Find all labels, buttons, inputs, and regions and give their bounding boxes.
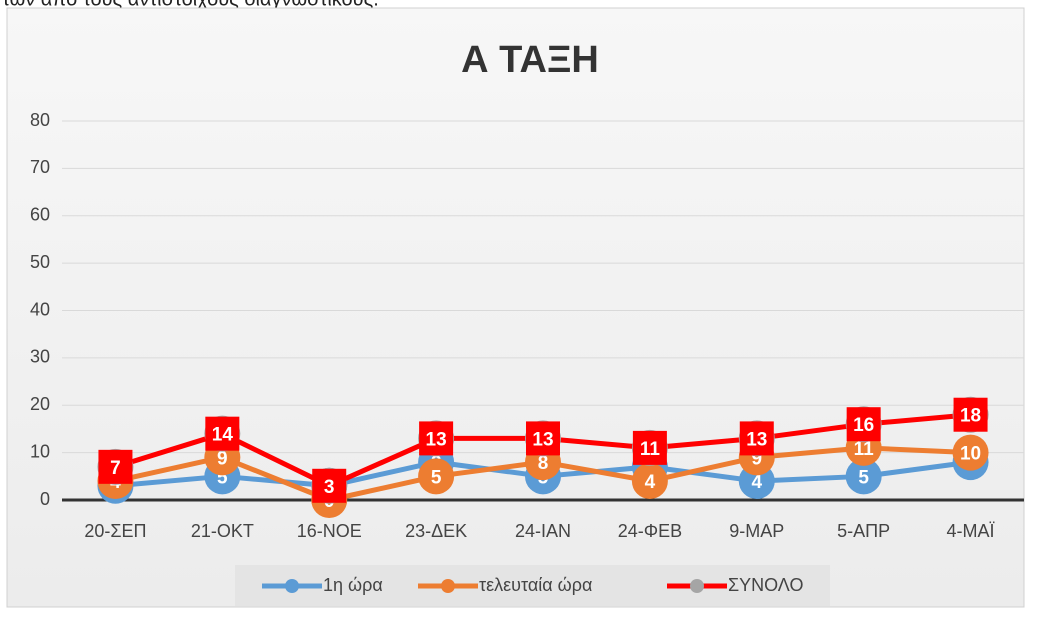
x-tick-label: 16-ΝΟΕ — [297, 521, 362, 541]
label-box — [312, 468, 347, 503]
chart-frame — [6, 7, 1025, 608]
marker — [418, 458, 455, 495]
data-label: 13 — [426, 429, 447, 450]
data-label: 5 — [431, 467, 442, 488]
label-box — [98, 449, 133, 484]
y-tick-label: 50 — [30, 252, 50, 272]
data-label: 13 — [746, 429, 767, 450]
data-label: 14 — [212, 425, 234, 446]
data-label: 8 — [538, 453, 549, 474]
legend-box — [235, 565, 830, 606]
chart-title: Α ΤΑΞΗ — [461, 39, 599, 81]
y-tick-label: 10 — [30, 441, 50, 461]
data-label: 18 — [960, 406, 981, 427]
data-label: 5 — [217, 467, 228, 488]
x-tick-label: 5-ΑΠΡ — [837, 521, 890, 541]
legend-label: 1η ώρα — [323, 575, 383, 595]
data-label: 9 — [751, 448, 762, 469]
y-tick-label: 40 — [30, 299, 50, 319]
x-tick-label: 24-ΦΕΒ — [618, 521, 682, 541]
y-tick-label: 0 — [40, 489, 50, 509]
label-box — [739, 421, 774, 456]
data-label: 11 — [640, 439, 661, 460]
marker — [845, 458, 882, 495]
data-label: 3 — [324, 477, 335, 498]
x-tick-label: 4-ΜΑΪ — [947, 521, 995, 541]
legend-label: ΣΥΝΟΛΟ — [728, 575, 803, 595]
y-tick-label: 20 — [30, 394, 50, 414]
label-box — [205, 416, 240, 451]
data-label: 16 — [853, 415, 874, 436]
data-label: 13 — [532, 429, 553, 450]
y-tick-label: 60 — [30, 205, 50, 225]
y-tick-label: 80 — [30, 110, 50, 130]
marker — [631, 463, 668, 500]
x-tick-label: 24-ΙΑΝ — [515, 521, 571, 541]
legend-label: τελευταία ώρα — [479, 575, 592, 595]
legend-marker — [441, 579, 455, 593]
x-tick-label: 21-ΟΚΤ — [191, 521, 254, 541]
label-box — [846, 407, 881, 442]
data-label: 4 — [645, 472, 656, 493]
label-box — [953, 397, 988, 432]
x-tick-label: 23-ΔΕΚ — [405, 521, 467, 541]
data-label: 5 — [858, 467, 869, 488]
label-box — [632, 430, 667, 465]
y-tick-label: 70 — [30, 157, 50, 177]
legend-marker — [285, 579, 299, 593]
y-tick-label: 30 — [30, 347, 50, 367]
legend-marker — [690, 579, 704, 593]
marker — [952, 434, 989, 471]
label-box — [526, 421, 560, 456]
x-tick-label: 9-ΜΑΡ — [729, 521, 784, 541]
data-label: 7 — [110, 458, 121, 479]
data-label: 9 — [217, 448, 228, 469]
data-label: 11 — [854, 439, 875, 460]
top-text: των από τους αντίστοιχους διαγνωστικούς. — [2, 0, 379, 10]
label-box — [419, 421, 454, 456]
data-label: 4 — [751, 472, 762, 493]
data-label: 10 — [960, 444, 981, 465]
x-tick-label: 20-ΣΕΠ — [84, 521, 146, 541]
